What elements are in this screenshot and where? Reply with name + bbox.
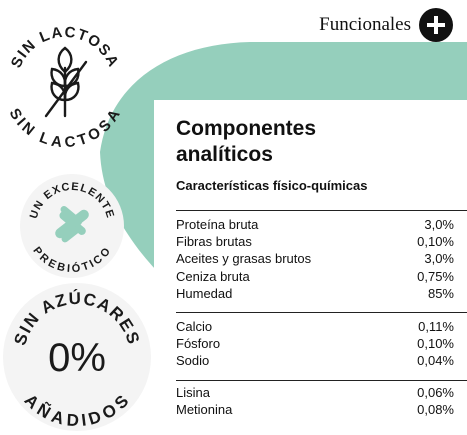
component-name: Calcio — [176, 319, 213, 334]
component-value: 3,0% — [424, 217, 454, 232]
panel-title-line2: analíticos — [176, 143, 273, 166]
panel-title-line1: Componentes — [176, 117, 317, 140]
no-added-sugar-badge: SIN AZÚCARES AÑADIDOS 0% — [3, 283, 151, 431]
component-row: Aceites y grasas brutos 3,0% — [176, 250, 454, 267]
group-divider — [176, 210, 467, 211]
component-name: Ceniza bruta — [176, 268, 250, 284]
prebiotic-badge: UN EXCELENTE PREBIÓTICO — [20, 174, 124, 278]
component-value: 3,0% — [424, 251, 454, 267]
plus-icon — [427, 16, 445, 34]
component-row: Sodio 0,04% — [176, 352, 454, 369]
sugar-badge-disc — [3, 283, 151, 431]
plus-button[interactable] — [419, 8, 453, 42]
component-name: Metionina — [176, 402, 233, 418]
component-row: Metionina 0,08% — [176, 401, 454, 418]
mint-blob — [100, 42, 467, 270]
wheat-crossed-icon — [44, 46, 88, 118]
group-divider — [176, 312, 467, 313]
component-name: Humedad — [176, 285, 233, 301]
component-row: Calcio 0,11% — [176, 318, 454, 335]
component-value: 0,04% — [417, 353, 454, 369]
component-row: Fósforo 0,10% — [176, 335, 454, 352]
component-value: 0,10% — [417, 234, 454, 250]
component-value: 0,06% — [417, 385, 454, 400]
component-name: Proteína bruta — [176, 217, 259, 232]
group-divider — [176, 380, 467, 381]
component-row: Lisina 0,06% — [176, 384, 454, 401]
component-row: Fibras brutas 0,10% — [176, 233, 454, 250]
panel-title: Componentes analíticos — [176, 116, 416, 168]
capsules-icon — [55, 206, 89, 243]
panel-subtitle: Características físico-químicas — [176, 178, 368, 193]
analytic-components-panel: Componentes analíticos Características f… — [154, 100, 467, 435]
component-name: Fósforo — [176, 336, 221, 352]
functional-label: Funcionales — [319, 14, 411, 35]
component-name: Aceites y grasas brutos — [176, 251, 312, 267]
component-row: Proteína bruta 3,0% — [176, 216, 454, 233]
component-value: 0,75% — [417, 268, 454, 284]
lactose-free-badge: SIN LACTOSA SIN LACTOSA — [5, 24, 123, 150]
component-value: 85% — [427, 285, 454, 301]
functional-header: Funcionales — [319, 8, 453, 42]
mint-background-shape — [100, 42, 467, 270]
component-value: 0,11% — [418, 319, 454, 334]
component-name: Lisina — [176, 385, 210, 400]
component-name: Sodio — [176, 353, 210, 369]
component-value: 0,10% — [417, 336, 454, 352]
sugar-badge-percent: 0% — [48, 336, 106, 380]
component-row: Ceniza bruta 0,75% — [176, 268, 454, 285]
component-row: Humedad 85% — [176, 285, 454, 302]
component-name: Fibras brutas — [176, 234, 252, 250]
component-value: 0,08% — [417, 402, 454, 418]
